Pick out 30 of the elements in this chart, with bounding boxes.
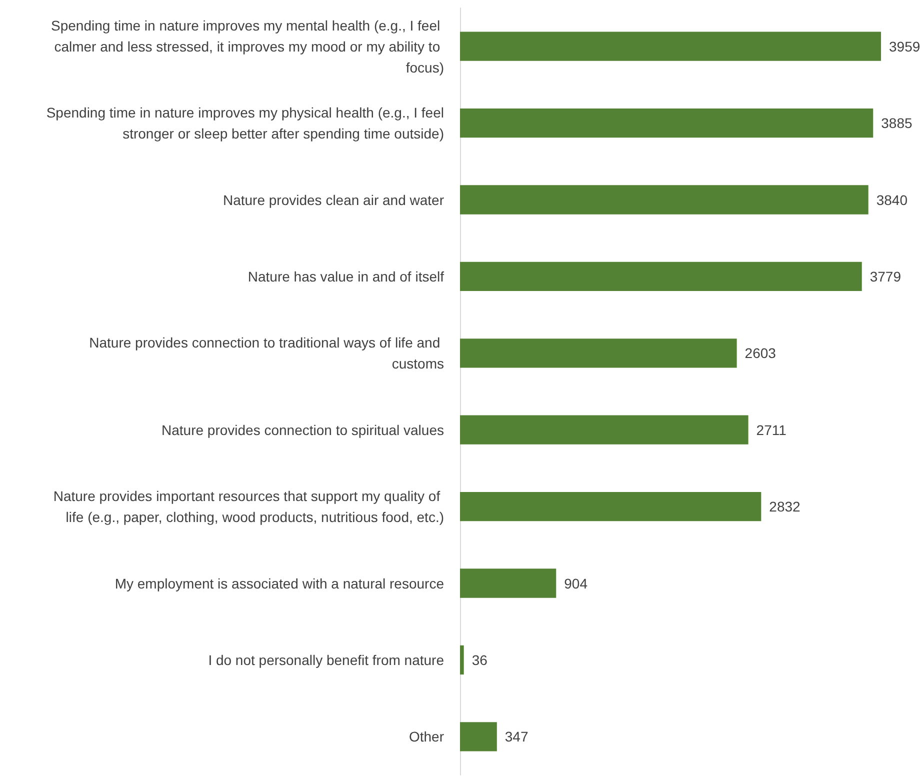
y-tick-label: Nature provides connection to spiritual values [162,422,444,438]
y-tick-label: Nature provides connection to traditional ways of life and customs [89,334,444,372]
data-label: 904 [564,575,588,592]
data-label: 347 [504,728,528,745]
y-tick-label: My employment is associated with a natural resource [114,575,444,592]
bar [460,492,762,522]
data-label: 2711 [756,422,787,438]
data-label: 3959 [889,38,920,54]
bar [460,32,881,61]
bar [460,108,874,138]
y-tick-label: Nature provides clean air and water [222,192,444,208]
data-label: 3779 [870,268,902,284]
data-label: 2832 [769,498,801,515]
bar [460,415,748,444]
y-tick-label: Spending time in nature improves my physical health (e.g., I feel stronger or sleep better after spending time outside) [46,104,444,142]
data-label: 36 [472,652,488,668]
y-tick-label: Spending time in nature improves my mental health (e.g., I feel calmer and less stressed, it improves my mood or my ability to focus) [51,17,444,76]
bar [460,568,556,598]
y-tick-label: Nature provides important resources that support my quality of life (e.g., paper, clothing, wood products, nutritious food, etc.) [53,488,444,526]
bar [460,185,868,214]
data-label: 3885 [881,115,912,132]
bar [460,262,862,292]
y-tick-label: Other [408,728,444,745]
data-label: 3840 [876,192,908,208]
y-tick-label: I do not personally benefit from nature [208,652,444,668]
data-label: 2603 [744,345,776,362]
bar [460,722,497,752]
bar [460,338,737,368]
y-tick-label: Nature has value in and of itself [248,268,444,284]
bar [460,645,464,675]
